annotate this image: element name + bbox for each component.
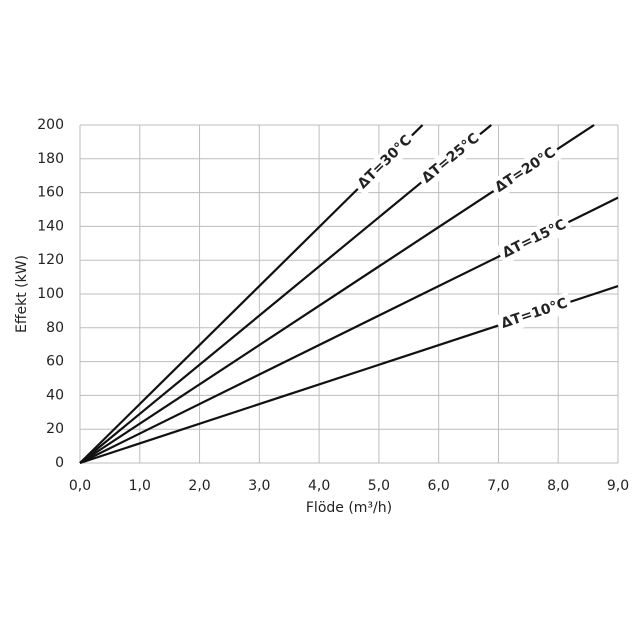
data-line [79, 196, 619, 464]
y-tick-label: 60 [46, 354, 64, 370]
y-tick-label: 40 [46, 387, 64, 403]
x-tick-label: 3,0 [248, 478, 270, 494]
x-tick-label: 9,0 [607, 478, 629, 494]
y-tick-label: 160 [37, 185, 64, 201]
x-tick-label: 5,0 [368, 478, 390, 494]
x-tick-label: 0,0 [69, 478, 91, 494]
y-tick-label: 140 [37, 218, 64, 234]
x-axis-label: Flöde (m³/h) [306, 500, 392, 516]
x-tick-label: 8,0 [547, 478, 569, 494]
data-line [79, 285, 619, 465]
label-background [414, 126, 487, 191]
label-background [495, 213, 573, 265]
y-axis-label: Effekt (kW) [14, 255, 30, 333]
label-background [488, 140, 563, 200]
y-tick-label: 100 [37, 286, 64, 302]
x-tick-label: 7,0 [487, 478, 509, 494]
y-tick-label: 200 [37, 117, 64, 133]
x-tick-label: 2,0 [188, 478, 210, 494]
y-tick-label: 180 [37, 151, 64, 167]
y-tick-label: 0 [55, 455, 64, 471]
y-tick-label: 80 [46, 320, 64, 336]
y-tick-label: 20 [46, 421, 64, 437]
x-tick-label: 6,0 [428, 478, 450, 494]
x-tick-label: 1,0 [129, 478, 151, 494]
label-background [350, 128, 419, 196]
label-background [495, 292, 574, 335]
x-tick-label: 4,0 [308, 478, 330, 494]
y-tick-label: 120 [37, 252, 64, 268]
